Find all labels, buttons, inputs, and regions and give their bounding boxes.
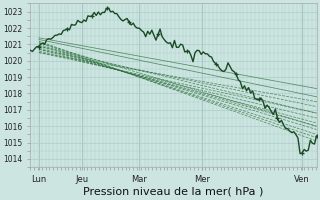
X-axis label: Pression niveau de la mer( hPa ): Pression niveau de la mer( hPa ): [83, 187, 264, 197]
